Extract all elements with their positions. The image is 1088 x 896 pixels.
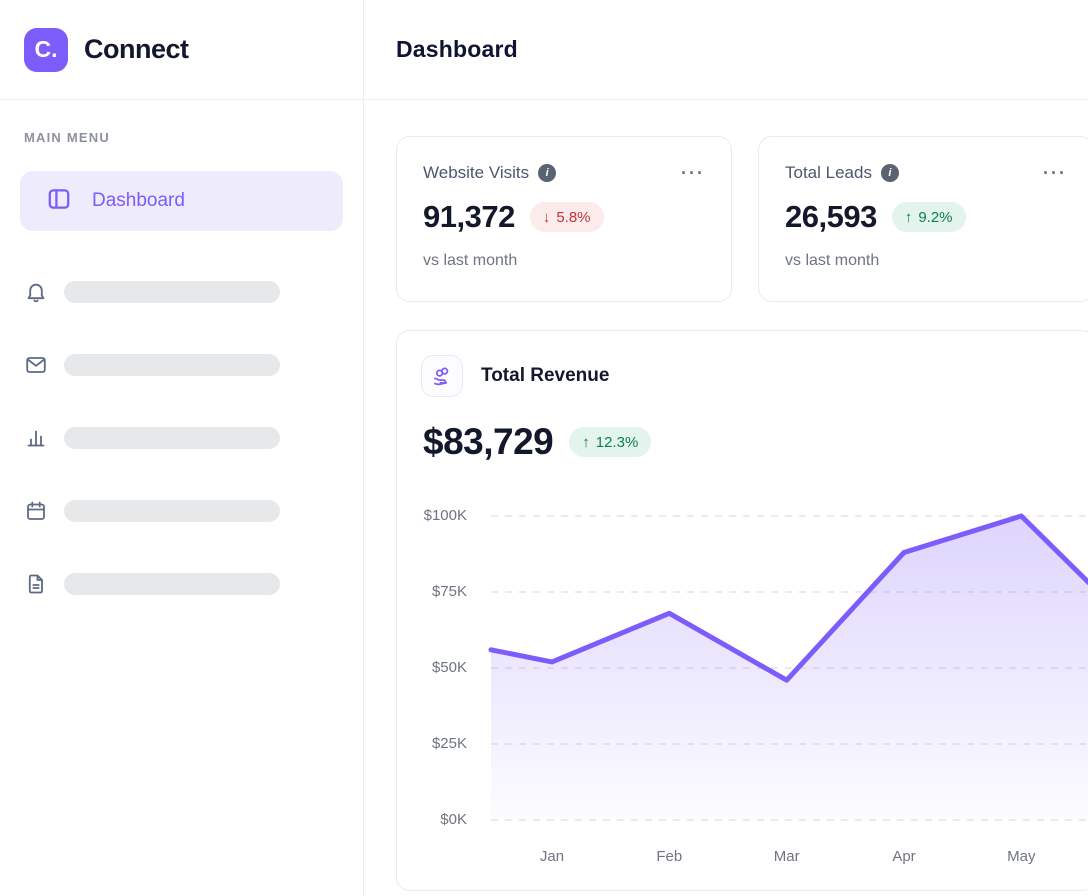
y-axis-tick-label: $100K — [423, 507, 467, 524]
skeleton-bar — [64, 427, 280, 449]
delta-value: 12.3% — [595, 433, 639, 451]
x-axis-tick-label: Jan — [539, 848, 565, 865]
delta-badge-up: ↑ 9.2% — [891, 202, 966, 232]
more-options-icon[interactable]: ··· — [681, 163, 705, 183]
sidebar-item-skeleton[interactable] — [0, 499, 363, 523]
x-axis-tick-label: May — [1007, 848, 1036, 865]
arrow-down-icon: ↓ — [542, 208, 551, 226]
calendar-icon — [24, 499, 48, 523]
info-icon[interactable]: i — [538, 164, 557, 182]
y-axis-tick-label: $75K — [431, 583, 467, 600]
stat-card-website-visits: Website Visits i ··· 91,372 ↓ 5.8% vs la… — [396, 136, 732, 302]
delta-value: 9.2% — [918, 208, 953, 226]
stat-card-total-leads: Total Leads i ··· 26,593 ↑ 9.2% vs last … — [758, 136, 1088, 302]
x-axis-tick-label: Feb — [656, 848, 683, 865]
y-axis-tick-label: $0K — [440, 811, 467, 828]
more-options-icon[interactable]: ··· — [1043, 163, 1067, 183]
skeleton-bar — [64, 500, 280, 522]
delta-badge-down: ↓ 5.8% — [529, 202, 604, 232]
sidebar-item-dashboard[interactable]: Dashboard — [20, 171, 343, 231]
chart-title: Total Revenue — [481, 365, 610, 386]
delta-value: 5.8% — [556, 208, 591, 226]
logo-text: Connect — [84, 34, 189, 64]
sidebar-item-skeleton[interactable] — [0, 280, 363, 304]
hand-coins-icon — [421, 355, 463, 397]
info-icon[interactable]: i — [880, 164, 899, 182]
revenue-chart: $100K $75K $50K $25K $0K Jan Feb Mar Apr May — [421, 506, 1088, 886]
sidebar-item-skeleton[interactable] — [0, 572, 363, 596]
stat-title: Website Visits — [423, 163, 530, 182]
stat-value: 91,372 — [423, 199, 515, 234]
arrow-up-icon: ↑ — [582, 433, 590, 451]
stats-row: Website Visits i ··· 91,372 ↓ 5.8% vs la… — [396, 136, 1088, 302]
skeleton-bar — [64, 281, 280, 303]
menu-section-label: MAIN MENU — [24, 130, 110, 145]
arrow-up-icon: ↑ — [904, 208, 913, 226]
document-icon — [24, 572, 48, 596]
stat-caption: vs last month — [785, 252, 880, 269]
delta-badge-up: ↑ 12.3% — [569, 427, 652, 457]
total-revenue-card: Total Revenue $83,729 ↑ 12.3% $100K $75K $… — [396, 330, 1088, 891]
stat-value: 26,593 — [785, 199, 877, 234]
logo: C. Connect — [0, 0, 363, 100]
x-axis-tick-label: Mar — [773, 848, 800, 865]
revenue-line — [488, 513, 1088, 683]
skeleton-bar — [64, 354, 280, 376]
layout-panel-icon — [46, 186, 72, 217]
logo-icon: C. — [24, 27, 68, 72]
stat-title: Total Leads — [785, 163, 872, 182]
revenue-area-chart — [488, 513, 1088, 821]
bar-chart-icon — [24, 426, 48, 450]
sidebar-item-label: Dashboard — [92, 190, 185, 211]
skeleton-bar — [64, 573, 280, 595]
page-title: Dashboard — [396, 36, 518, 62]
stat-caption: vs last month — [423, 252, 518, 269]
content: Website Visits i ··· 91,372 ↓ 5.8% vs la… — [364, 100, 1088, 891]
main-area: Dashboard Website Visits i ··· 91,372 ↓ … — [364, 0, 1088, 896]
mail-icon — [24, 353, 48, 377]
y-axis-tick-label: $25K — [431, 735, 467, 752]
x-axis-tick-label: Apr — [892, 848, 916, 865]
sidebar-item-skeleton[interactable] — [0, 353, 363, 377]
revenue-value: $83,729 — [423, 421, 554, 462]
bell-icon — [24, 280, 48, 304]
main-menu: MAIN MENU Dashboard — [0, 100, 363, 596]
y-axis-tick-label: $50K — [431, 659, 467, 676]
page-header: Dashboard — [364, 0, 1088, 100]
sidebar-item-skeleton[interactable] — [0, 426, 363, 450]
revenue-area-fill — [491, 516, 1088, 820]
sidebar: C. Connect MAIN MENU Dashboard — [0, 0, 364, 896]
